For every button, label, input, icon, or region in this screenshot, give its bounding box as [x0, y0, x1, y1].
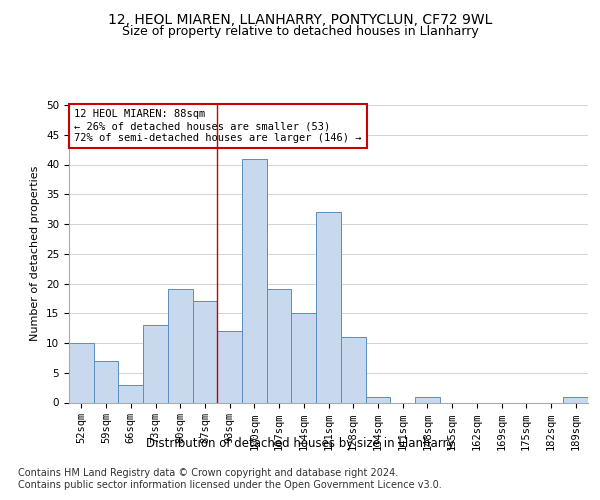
Bar	[267, 290, 292, 403]
Bar	[118, 384, 143, 402]
Bar	[563, 396, 588, 402]
Bar	[242, 158, 267, 402]
Bar	[292, 313, 316, 402]
Bar	[316, 212, 341, 402]
Text: Size of property relative to detached houses in Llanharry: Size of property relative to detached ho…	[122, 25, 478, 38]
Bar	[69, 343, 94, 402]
Text: Contains public sector information licensed under the Open Government Licence v3: Contains public sector information licen…	[18, 480, 442, 490]
Bar	[217, 331, 242, 402]
Bar	[341, 337, 365, 402]
Text: Distribution of detached houses by size in Llanharry: Distribution of detached houses by size …	[146, 438, 454, 450]
Text: Contains HM Land Registry data © Crown copyright and database right 2024.: Contains HM Land Registry data © Crown c…	[18, 468, 398, 477]
Bar	[143, 325, 168, 402]
Text: 12, HEOL MIAREN, LLANHARRY, PONTYCLUN, CF72 9WL: 12, HEOL MIAREN, LLANHARRY, PONTYCLUN, C…	[108, 12, 492, 26]
Bar	[415, 396, 440, 402]
Bar	[94, 361, 118, 403]
Y-axis label: Number of detached properties: Number of detached properties	[31, 166, 40, 342]
Bar	[193, 302, 217, 402]
Bar	[365, 396, 390, 402]
Text: 12 HEOL MIAREN: 88sqm
← 26% of detached houses are smaller (53)
72% of semi-deta: 12 HEOL MIAREN: 88sqm ← 26% of detached …	[74, 110, 362, 142]
Bar	[168, 290, 193, 403]
